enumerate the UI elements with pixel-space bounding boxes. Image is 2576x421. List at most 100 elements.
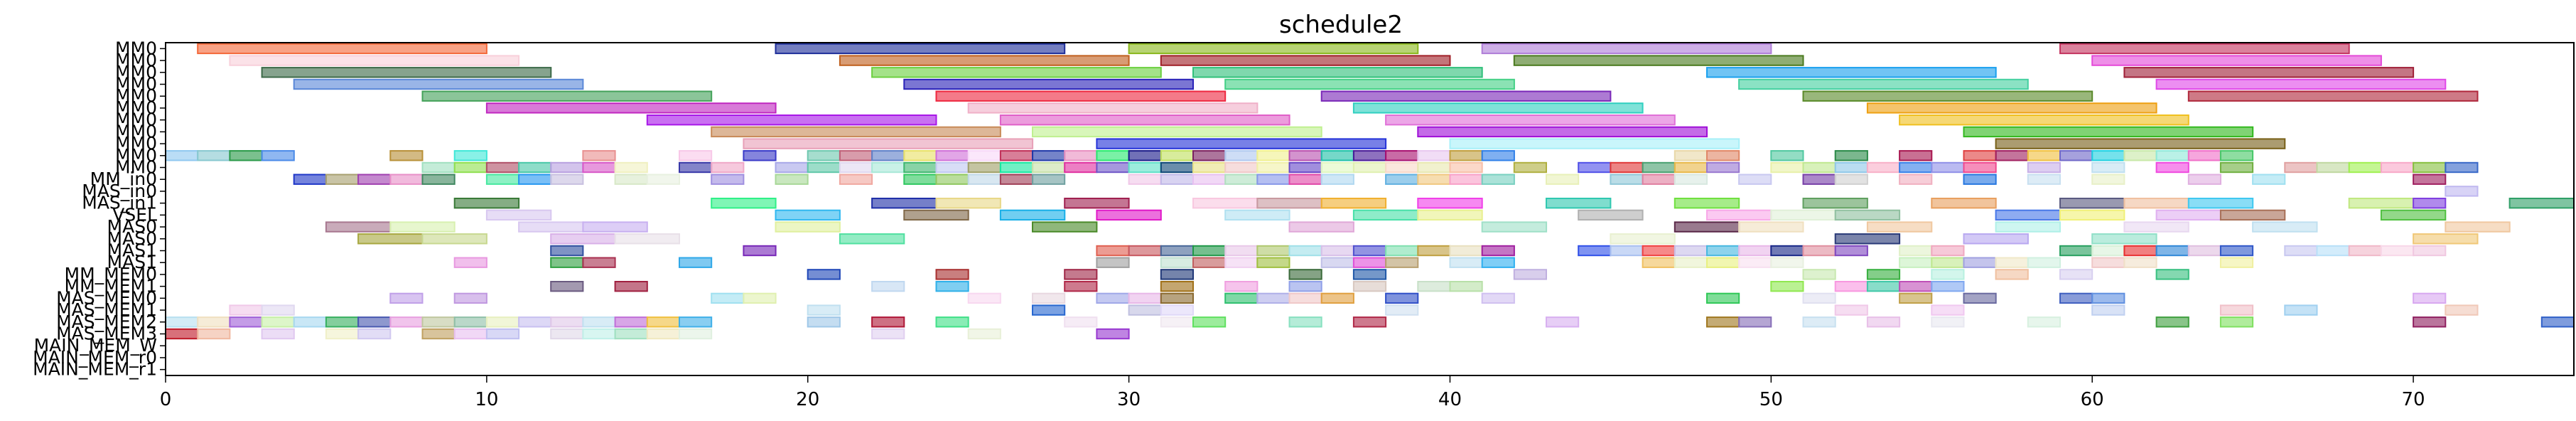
task-bar	[2123, 198, 2189, 209]
task-bar	[967, 292, 1001, 304]
task-bar	[1802, 174, 1836, 185]
task-bar	[1481, 221, 1548, 233]
task-bar	[2540, 316, 2575, 328]
task-bar	[1160, 174, 1195, 185]
task-bar	[550, 257, 584, 268]
task-bar	[1481, 257, 1515, 268]
task-bar	[903, 150, 937, 161]
task-bar	[2187, 245, 2222, 257]
task-bar	[935, 281, 969, 292]
task-bar	[1995, 209, 2062, 221]
task-bar	[871, 198, 937, 209]
task-bar	[165, 150, 199, 161]
task-bar	[1963, 292, 1997, 304]
task-bar	[1417, 281, 1451, 292]
task-bar	[2123, 245, 2157, 257]
task-bar	[1802, 292, 1836, 304]
task-bar	[1096, 161, 1130, 174]
task-bar	[1064, 269, 1098, 280]
task-bar	[2059, 209, 2125, 221]
task-bar	[1802, 90, 2093, 102]
task-bar	[1738, 221, 1804, 233]
task-bar	[2155, 161, 2189, 174]
task-bar	[807, 161, 841, 174]
task-bar	[775, 174, 809, 185]
task-bar	[1995, 221, 2062, 233]
y-tick-label: VSEL	[112, 204, 157, 225]
task-bar	[197, 150, 231, 161]
task-bar	[1160, 245, 1195, 257]
task-bar	[293, 78, 584, 90]
task-bar	[1706, 209, 1772, 221]
task-bar	[1032, 221, 1098, 233]
task-bar	[1064, 150, 1098, 161]
task-bar	[839, 233, 905, 245]
task-bar	[1578, 209, 1644, 221]
task-bar	[1385, 245, 1419, 257]
task-bar	[1610, 233, 1676, 245]
task-bar	[485, 161, 520, 174]
chart-title: schedule2	[1279, 11, 1403, 39]
task-bar	[1032, 150, 1066, 161]
y-tick-label: MAS_in1	[82, 193, 157, 213]
task-bar	[1160, 304, 1195, 316]
task-bar	[421, 316, 456, 328]
task-bar	[2284, 161, 2318, 174]
task-bar	[2252, 174, 2286, 185]
task-bar	[2091, 55, 2382, 66]
task-bar	[1995, 257, 2029, 268]
task-bar	[1578, 161, 1612, 174]
task-bar	[1256, 174, 1290, 185]
task-bar	[839, 55, 1130, 66]
task-bar	[2445, 221, 2511, 233]
task-bar	[550, 328, 584, 340]
x-tick-label: 30	[1117, 389, 1141, 410]
task-bar	[1931, 269, 1965, 280]
task-bar	[485, 102, 777, 114]
task-bar	[389, 316, 424, 328]
task-bar	[807, 304, 841, 316]
task-bar	[2059, 198, 2125, 209]
task-bar	[1481, 150, 1515, 161]
task-bar	[1963, 257, 1997, 268]
task-bar	[1546, 316, 1580, 328]
task-bar	[453, 161, 487, 174]
task-bar	[1449, 174, 1483, 185]
y-tick-label: MM0	[115, 74, 157, 95]
task-bar	[1096, 138, 1387, 149]
task-bar	[1963, 233, 2029, 245]
x-tick-label: 60	[2081, 389, 2104, 410]
task-bar	[357, 328, 392, 340]
task-bar	[935, 269, 969, 280]
task-bar	[2059, 150, 2093, 161]
task-bar	[197, 316, 231, 328]
task-bar	[1128, 292, 1162, 304]
task-bar	[1674, 257, 1708, 268]
task-bar	[261, 150, 295, 161]
task-bar	[1288, 174, 1322, 185]
task-bar	[2155, 209, 2222, 221]
y-tick-label: MM0	[115, 85, 157, 106]
task-bar	[2155, 245, 2189, 257]
task-bar	[1032, 161, 1066, 174]
task-bar	[1738, 316, 1772, 328]
task-bar	[1513, 269, 1548, 280]
task-bar	[2091, 150, 2125, 161]
task-bar	[1899, 281, 1933, 292]
task-bar	[1320, 150, 1354, 161]
task-bar	[1738, 257, 1772, 268]
task-bar	[1160, 161, 1195, 174]
task-bar	[1320, 292, 1354, 304]
task-bar	[2187, 90, 2479, 102]
task-bar	[1417, 126, 1708, 138]
task-bar	[2187, 198, 2254, 209]
task-bar	[743, 245, 777, 257]
task-bar	[1866, 221, 1933, 233]
task-bar	[1931, 245, 1965, 257]
task-bar	[1224, 150, 1259, 161]
y-axis: MM0MM0MM0MM0MM0MM0MM0MM0MM0MM0MM0MM_in0M…	[33, 38, 166, 380]
plot-frame	[165, 42, 2575, 376]
task-bars	[165, 43, 2575, 340]
x-tick-label: 70	[2402, 389, 2425, 410]
